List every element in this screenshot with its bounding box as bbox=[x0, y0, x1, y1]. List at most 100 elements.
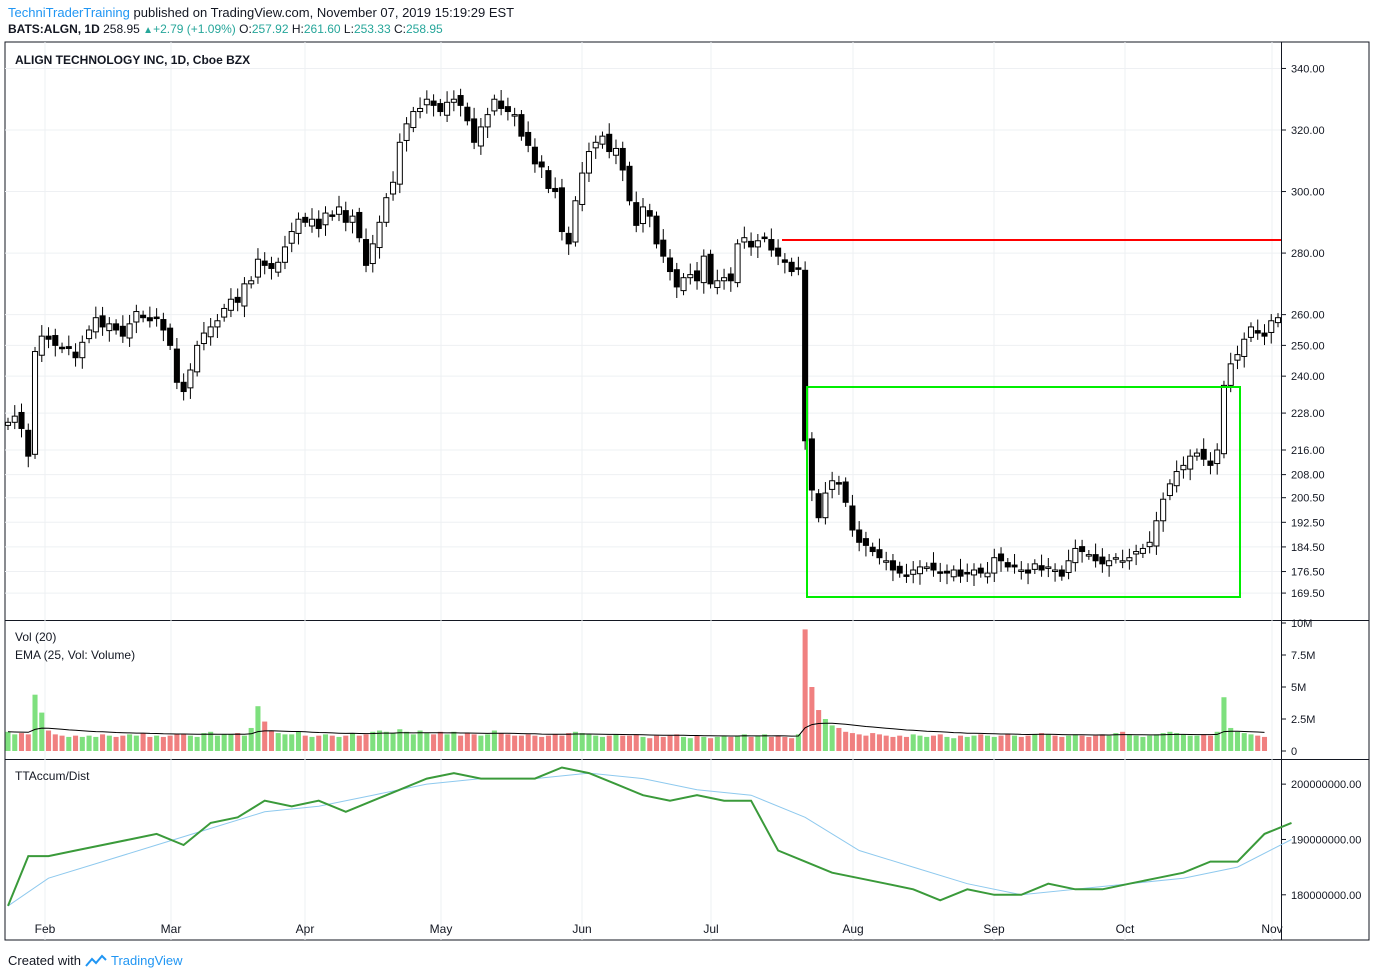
candle bbox=[214, 320, 221, 328]
volume-bar bbox=[512, 735, 518, 751]
candle bbox=[187, 369, 194, 389]
candle bbox=[146, 317, 153, 322]
x-tick-label: Aug bbox=[842, 922, 863, 936]
candle bbox=[1018, 569, 1025, 572]
volume-bar bbox=[633, 734, 639, 751]
volume-bar bbox=[978, 734, 984, 751]
volume-bar bbox=[951, 738, 957, 751]
volume-bar bbox=[809, 687, 815, 751]
candle bbox=[795, 267, 802, 270]
candle bbox=[167, 327, 174, 346]
volume-bar bbox=[1133, 735, 1139, 751]
candle bbox=[180, 381, 187, 393]
x-tick-label: Feb bbox=[35, 922, 56, 936]
author-link[interactable]: TechniTraderTraining bbox=[8, 5, 130, 20]
candle bbox=[1085, 554, 1092, 557]
volume-bar bbox=[235, 733, 241, 751]
up-arrow-icon: ▲ bbox=[143, 25, 154, 36]
volume-bar bbox=[437, 731, 443, 751]
volume-bar bbox=[613, 734, 619, 751]
price-change: +2.79 (+1.09%) bbox=[153, 22, 236, 36]
candle bbox=[781, 259, 788, 263]
volume-bar bbox=[789, 738, 795, 751]
volume-bar bbox=[647, 738, 653, 751]
volume-bar bbox=[856, 734, 862, 751]
candle bbox=[1099, 556, 1106, 565]
candle bbox=[362, 239, 370, 266]
candle bbox=[754, 240, 761, 248]
candle bbox=[254, 258, 261, 278]
volume-bar bbox=[1228, 727, 1234, 751]
volume-bar bbox=[1052, 735, 1058, 751]
candle bbox=[1173, 471, 1180, 487]
candle bbox=[491, 98, 498, 112]
volume-bar bbox=[5, 731, 11, 751]
open-value: 257.92 bbox=[251, 22, 289, 36]
volume-bar bbox=[667, 735, 673, 751]
candle bbox=[1261, 332, 1268, 337]
candle bbox=[173, 348, 180, 383]
volume-bar bbox=[268, 730, 274, 751]
candle bbox=[1133, 551, 1140, 555]
volume-bar bbox=[1012, 735, 1018, 751]
volume-bar bbox=[964, 736, 970, 751]
candle bbox=[1220, 384, 1227, 455]
candle bbox=[977, 567, 984, 574]
volume-bar bbox=[890, 736, 896, 751]
tradingview-link[interactable]: TradingView bbox=[110, 953, 183, 968]
candle bbox=[525, 131, 532, 146]
candle bbox=[430, 100, 437, 106]
candle bbox=[1200, 448, 1207, 460]
candle bbox=[126, 323, 133, 339]
volume-bar bbox=[322, 734, 329, 751]
y-tick-label: 280.00 bbox=[1291, 248, 1325, 260]
candle bbox=[943, 570, 951, 574]
volume-bar bbox=[194, 736, 200, 751]
candle bbox=[511, 114, 518, 117]
y-tick-label: 10M bbox=[1291, 618, 1312, 630]
volume-bar bbox=[417, 730, 423, 751]
candle bbox=[1112, 557, 1119, 560]
volume-bar bbox=[86, 735, 92, 751]
candle bbox=[761, 236, 768, 240]
volume-bar bbox=[167, 735, 173, 751]
close-value: 258.95 bbox=[405, 22, 443, 36]
candle bbox=[133, 311, 140, 323]
candle bbox=[531, 146, 538, 165]
volume-bar bbox=[924, 736, 930, 751]
volume-bar bbox=[52, 734, 58, 751]
last-price: 258.95 bbox=[103, 22, 140, 36]
volume-bar bbox=[640, 736, 646, 751]
candle bbox=[248, 280, 255, 285]
candle bbox=[1254, 330, 1261, 334]
volume-bar bbox=[464, 733, 470, 751]
candle bbox=[241, 283, 248, 307]
candle bbox=[1079, 546, 1086, 553]
volume-bar bbox=[680, 736, 687, 751]
candle bbox=[673, 269, 680, 288]
candle bbox=[140, 314, 147, 319]
y-tick-label: 0 bbox=[1291, 746, 1297, 758]
candle bbox=[639, 206, 647, 225]
candle bbox=[200, 332, 207, 345]
candle bbox=[835, 482, 842, 485]
volume-bar bbox=[201, 733, 207, 751]
volume-bar bbox=[762, 734, 768, 751]
candle bbox=[295, 218, 302, 234]
candle bbox=[383, 197, 390, 223]
volume-bar bbox=[1032, 734, 1038, 751]
x-tick-label: Sep bbox=[983, 922, 1005, 936]
volume-bar bbox=[106, 735, 112, 751]
candle bbox=[504, 106, 511, 113]
volume-bar bbox=[471, 734, 477, 751]
volume-bar bbox=[1201, 734, 1207, 751]
volume-bar bbox=[998, 735, 1004, 751]
volume-bar bbox=[593, 735, 599, 751]
volume-bar bbox=[579, 733, 585, 751]
volume-bar bbox=[1072, 734, 1078, 751]
volume-bar bbox=[1194, 735, 1200, 751]
volume-bar bbox=[728, 736, 734, 751]
volume-bar bbox=[930, 735, 937, 751]
volume-bar bbox=[1059, 736, 1065, 751]
